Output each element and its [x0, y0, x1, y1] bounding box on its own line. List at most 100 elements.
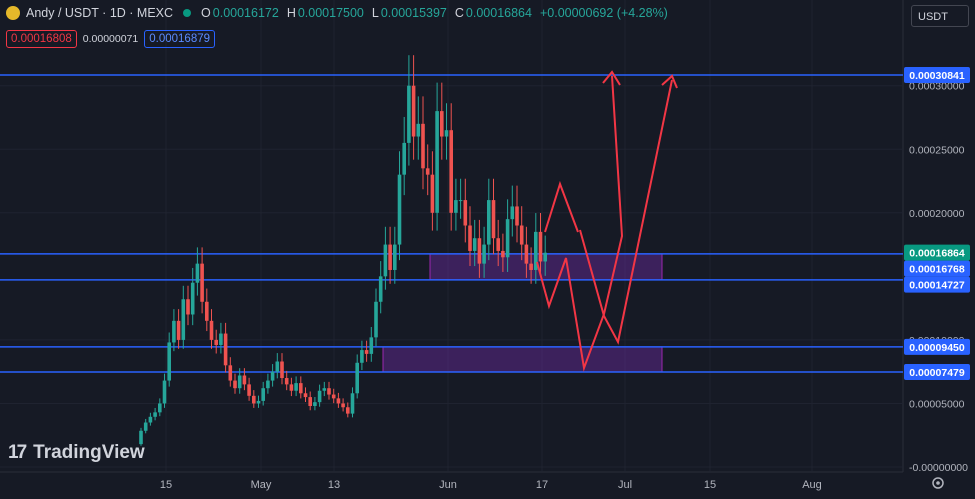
candle-body [172, 320, 176, 343]
low-label: L [371, 6, 379, 20]
candle-body [237, 375, 242, 389]
candle-body [148, 416, 153, 423]
candle-body [252, 395, 256, 404]
candle-body [266, 380, 270, 389]
candle-body [327, 388, 331, 395]
candle-body [195, 263, 200, 283]
candle-body [346, 407, 350, 414]
candle-body [430, 174, 435, 213]
candle-body [205, 301, 209, 321]
currency-select[interactable]: USDT [911, 5, 969, 27]
candle-body [270, 371, 275, 381]
sell-button[interactable]: 0.00016808 [6, 30, 77, 48]
projection-arrowhead [661, 74, 678, 89]
change-value: +0.00000692 (+4.28%) [539, 6, 668, 20]
symbol-title[interactable]: Andy / USDT · 1D · MEXC [26, 6, 174, 20]
candle-body [411, 85, 416, 137]
candle-body [458, 200, 463, 202]
price-axis-label [904, 260, 970, 277]
candle-body [501, 250, 505, 258]
candle-body [524, 244, 529, 264]
y-tick-label: 0.00005000 [909, 398, 965, 410]
candle-body [228, 365, 233, 381]
candle-body [519, 225, 524, 245]
candle-body [223, 333, 228, 366]
plot-area [0, 0, 903, 472]
candle-body [336, 398, 341, 404]
candle-body [421, 123, 425, 169]
candle-body [341, 403, 345, 408]
candle-body [219, 333, 223, 345]
candle-body [477, 238, 482, 264]
candle-body [350, 393, 355, 414]
candle-body [360, 350, 364, 363]
candle-body [256, 400, 261, 404]
candle-body [472, 238, 477, 251]
candle-body [397, 174, 402, 245]
price-axis-label-text: 0.00016864 [909, 248, 965, 260]
candle-body [407, 85, 411, 143]
y-tick-label: -0.00000000 [909, 462, 968, 474]
x-tick-label: 15 [160, 479, 172, 491]
y-tick-label: 0.00025000 [909, 144, 965, 156]
gear-icon[interactable] [931, 476, 945, 490]
candle-body [487, 200, 491, 245]
market-status-icon [183, 9, 192, 17]
close-value: 0.00016864 [465, 6, 532, 20]
candle-body [242, 375, 247, 385]
candle-body [261, 388, 265, 401]
price-axis-label-text: 0.00016768 [909, 264, 965, 276]
price-axis-label [904, 244, 970, 261]
candle-body [515, 206, 519, 226]
open-label: O [201, 6, 211, 20]
low-value: 0.00015397 [380, 6, 447, 20]
candle-body [233, 380, 237, 389]
y-tick-label: 0.00020000 [909, 208, 965, 220]
buy-button[interactable]: 0.00016879 [144, 30, 216, 48]
candle-body [200, 263, 204, 302]
x-tick-label: Jun [439, 479, 457, 491]
candle-body [482, 244, 486, 264]
candle-body [322, 388, 327, 391]
open-value: 0.00016172 [212, 6, 279, 20]
candle-body [510, 206, 515, 220]
candle-body [402, 142, 406, 175]
candle-body [143, 422, 148, 431]
candle-body [275, 361, 280, 372]
close-label: C [454, 6, 464, 20]
candle-body [440, 111, 444, 137]
tradingview-logo: 17 TradingView [8, 442, 145, 464]
candle-body [425, 168, 430, 175]
candle-body [153, 412, 157, 417]
price-axis-label-text: 0.00009450 [909, 342, 965, 354]
candle-body [167, 342, 171, 381]
candle-body [374, 301, 378, 338]
price-axis-label [904, 363, 970, 380]
candle-body [186, 299, 190, 315]
price-axis-label [904, 276, 970, 293]
spread-value: 0.00000071 [82, 33, 139, 45]
candle-body [317, 390, 322, 403]
candle-body [313, 402, 317, 406]
candle-body [303, 393, 308, 398]
x-tick-label: 17 [536, 479, 548, 491]
candle-body [308, 397, 312, 406]
candle-body [468, 225, 472, 251]
candle-body [454, 200, 458, 213]
candle-body [280, 361, 284, 379]
projection-path [544, 180, 579, 233]
candle-body [369, 337, 374, 354]
x-tick-label: May [251, 479, 272, 491]
candle-body [158, 403, 162, 413]
candle-body [289, 384, 294, 391]
x-tick-label: Jul [618, 479, 632, 491]
high-value: 0.00017500 [297, 6, 364, 20]
brand-name: TradingView [33, 442, 145, 463]
tradingview-icon: 17 [8, 442, 27, 463]
candle-body [294, 383, 298, 391]
candle-body [247, 384, 251, 396]
projection-path [579, 79, 673, 345]
y-tick-label: 0.00030000 [909, 81, 965, 93]
price-axis-label-text: 0.00014727 [909, 280, 965, 292]
